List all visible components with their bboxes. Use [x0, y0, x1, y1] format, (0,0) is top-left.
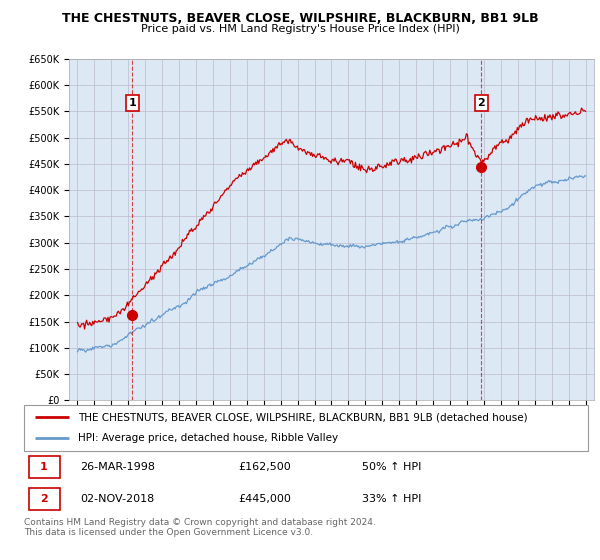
Text: Contains HM Land Registry data © Crown copyright and database right 2024.
This d: Contains HM Land Registry data © Crown c… [24, 518, 376, 538]
Text: 02-NOV-2018: 02-NOV-2018 [80, 494, 155, 504]
FancyBboxPatch shape [29, 456, 59, 478]
Text: 1: 1 [40, 462, 48, 472]
Text: 2: 2 [40, 494, 48, 504]
Text: 26-MAR-1998: 26-MAR-1998 [80, 462, 155, 472]
Text: 33% ↑ HPI: 33% ↑ HPI [362, 494, 422, 504]
Text: 2: 2 [478, 98, 485, 108]
Text: 50% ↑ HPI: 50% ↑ HPI [362, 462, 422, 472]
Text: HPI: Average price, detached house, Ribble Valley: HPI: Average price, detached house, Ribb… [77, 433, 338, 444]
Text: 1: 1 [128, 98, 136, 108]
FancyBboxPatch shape [29, 488, 59, 510]
Text: £162,500: £162,500 [238, 462, 291, 472]
Text: THE CHESTNUTS, BEAVER CLOSE, WILPSHIRE, BLACKBURN, BB1 9LB (detached house): THE CHESTNUTS, BEAVER CLOSE, WILPSHIRE, … [77, 412, 527, 422]
Text: £445,000: £445,000 [238, 494, 291, 504]
Text: THE CHESTNUTS, BEAVER CLOSE, WILPSHIRE, BLACKBURN, BB1 9LB: THE CHESTNUTS, BEAVER CLOSE, WILPSHIRE, … [62, 12, 538, 25]
Text: Price paid vs. HM Land Registry's House Price Index (HPI): Price paid vs. HM Land Registry's House … [140, 24, 460, 34]
